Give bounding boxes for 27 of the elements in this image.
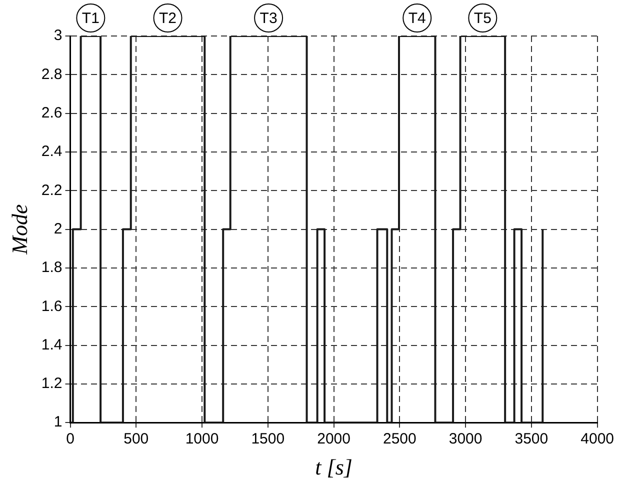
text: T2 [159, 10, 177, 28]
y-tick-label: 1.4 [41, 336, 62, 354]
y-axis-title: Mode [6, 204, 32, 256]
y-tick-label: 1.8 [41, 259, 62, 276]
x-tick-label: 0 [66, 430, 74, 448]
x-tick-label: 2500 [382, 430, 416, 448]
text: T3 [260, 10, 278, 28]
x-tick-label: 500 [124, 430, 149, 448]
text: T1 [82, 10, 100, 28]
y-tick-label: 3 [54, 27, 62, 44]
y-tick-label: 1.2 [41, 375, 62, 392]
y-tick-label: 2.8 [41, 66, 62, 83]
x-axis-title: t [s] [315, 454, 352, 480]
x-tick-label: 1500 [251, 430, 285, 448]
x-tick-label: 1000 [185, 430, 219, 448]
y-tick-label: 2.2 [41, 182, 62, 199]
x-tick-label: 3500 [514, 430, 548, 448]
y-tick-label: 2 [54, 220, 62, 238]
x-tick-label: 2000 [317, 430, 350, 448]
text: T5 [474, 10, 492, 28]
y-tick-label: 2.4 [41, 143, 62, 160]
x-tick-label: 4000 [580, 430, 614, 448]
y-tick-label: 1.6 [41, 298, 62, 315]
y-tick-label: 1 [54, 414, 62, 431]
y-tick-label: 2.6 [41, 104, 62, 122]
x-tick-label: 3000 [448, 430, 482, 448]
text: T4 [408, 10, 426, 28]
